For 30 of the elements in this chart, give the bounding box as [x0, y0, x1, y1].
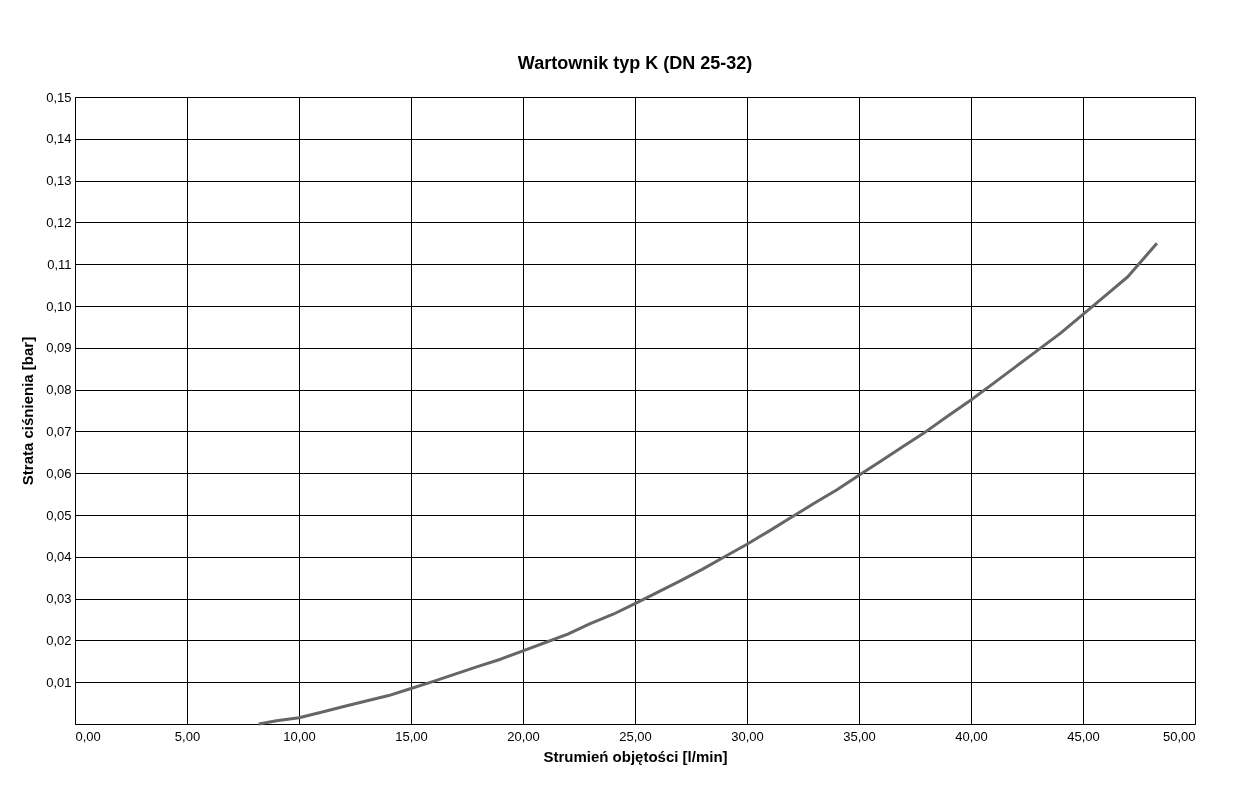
- y-tick-label: 0,15: [46, 89, 72, 105]
- y-tick-label: 0,02: [46, 632, 72, 648]
- x-tick-label: 0,00: [75, 728, 101, 744]
- x-tick-label: 30,00: [731, 728, 764, 744]
- y-tick-label: 0,08: [46, 382, 72, 398]
- x-tick-label: 45,00: [1067, 728, 1100, 744]
- x-tick-label: 20,00: [507, 728, 540, 744]
- y-tick-label: 0,13: [46, 173, 72, 189]
- y-tick-label: 0,12: [46, 214, 72, 230]
- chart-title: Wartownik typ K (DN 25-32): [517, 53, 753, 73]
- y-tick-label: 0,07: [46, 423, 72, 439]
- x-tick-label: 5,00: [174, 728, 201, 744]
- y-axis-title: Strata ciśnienia [bar]: [19, 336, 37, 486]
- y-tick-label: 0,14: [46, 131, 72, 147]
- x-tick-label: 50,00: [1162, 728, 1196, 744]
- y-tick-label: 0,11: [47, 256, 72, 272]
- y-tick-label: 0,10: [46, 298, 72, 314]
- x-tick-label: 25,00: [619, 728, 652, 744]
- y-tick-label: 0,06: [46, 465, 72, 481]
- y-tick-label: 0,03: [46, 591, 72, 607]
- x-tick-label: 10,00: [283, 728, 316, 744]
- y-tick-label: 0,09: [46, 340, 72, 356]
- y-tick-label: 0,01: [46, 674, 72, 690]
- x-tick-label: 15,00: [395, 728, 428, 744]
- x-axis-title: Strumień objętości [l/min]: [543, 747, 728, 765]
- line-series: [257, 241, 1159, 726]
- y-tick-label: 0,04: [46, 549, 72, 565]
- y-tick-label: 0,05: [46, 507, 72, 523]
- x-tick-label: 35,00: [843, 728, 876, 744]
- x-tick-label: 40,00: [955, 728, 988, 744]
